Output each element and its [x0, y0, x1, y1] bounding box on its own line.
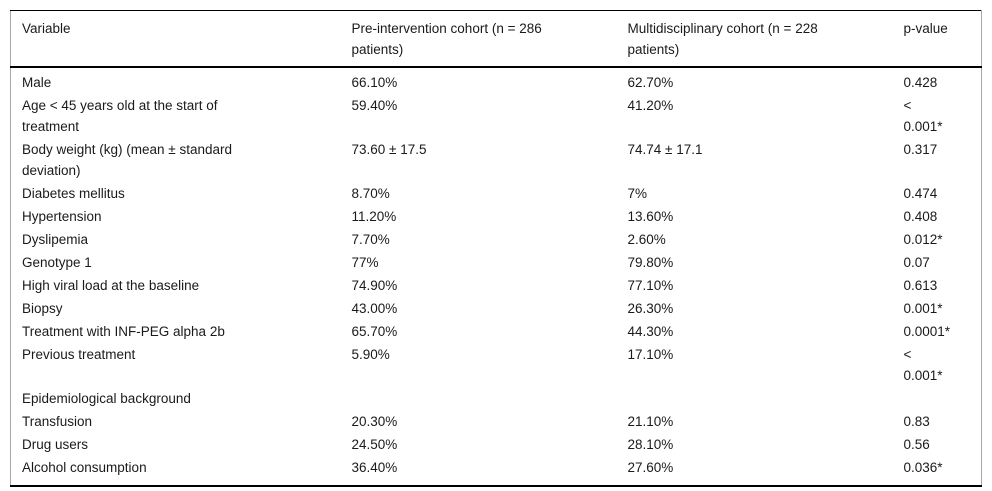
p-value-cell: 0.317 — [903, 142, 938, 157]
pre-cohort-cell: 77% — [351, 255, 379, 270]
variable-cell: Dyslipemia — [22, 232, 89, 247]
variable-cell: Diabetes mellitus — [22, 186, 125, 201]
p-value-cell: < 0.001* — [903, 98, 943, 134]
pre-cohort-cell: 5.90% — [351, 347, 390, 362]
pre-cohort-cell: 8.70% — [351, 186, 390, 201]
p-value-cell: 0.613 — [903, 278, 938, 293]
variable-cell: Age < 45 years old at the start of treat… — [22, 98, 218, 134]
multi-cohort-cell: 2.60% — [627, 232, 666, 247]
column-header-multidisciplinary-cohort: Multidisciplinary cohort (n = 228 patien… — [616, 10, 893, 68]
p-value-cell: 0.474 — [903, 186, 938, 201]
clinical-characteristics-table: Variable Pre-intervention cohort (n = 28… — [10, 10, 982, 487]
multi-cohort-cell: 26.30% — [627, 301, 674, 316]
multi-cohort-cell: 13.60% — [627, 209, 674, 224]
table-row-dyslipemia: Dyslipemia 7.70% 2.60% 0.012* — [11, 228, 982, 251]
cohort-comparison-table: Variable Pre-intervention cohort (n = 28… — [10, 10, 982, 487]
p-value-cell: 0.83 — [903, 414, 930, 429]
multi-cohort-cell: 62.70% — [627, 75, 674, 90]
header-row: Variable Pre-intervention cohort (n = 28… — [10, 10, 982, 68]
variable-cell: Body weight (kg) (mean ± standard deviat… — [22, 142, 233, 178]
table-row-male: Male 66.10% 62.70% 0.428 — [11, 67, 982, 94]
variable-cell: Genotype 1 — [22, 255, 92, 270]
p-value-cell: 0.036* — [903, 460, 943, 475]
table-row-diabetes: Diabetes mellitus 8.70% 7% 0.474 — [11, 182, 982, 205]
variable-cell: Treatment with INF-PEG alpha 2b — [22, 324, 225, 339]
variable-cell: Hypertension — [22, 209, 102, 224]
pre-cohort-cell: 11.20% — [351, 209, 397, 224]
section-label: Epidemiological background — [22, 391, 191, 406]
multi-cohort-cell: 7% — [627, 186, 648, 201]
p-value-cell: 0.012* — [903, 232, 943, 247]
pre-cohort-cell: 7.70% — [351, 232, 390, 247]
pre-cohort-cell: 66.10% — [351, 75, 398, 90]
pre-cohort-cell: 20.30% — [351, 414, 398, 429]
pre-cohort-cell: 74.90% — [351, 278, 398, 293]
column-header-variable: Variable — [10, 10, 341, 68]
multi-cohort-cell: 27.60% — [627, 460, 674, 475]
multi-cohort-cell: 74.74 ± 17.1 — [627, 142, 703, 157]
pre-cohort-cell: 65.70% — [351, 324, 398, 339]
table-row-body-weight: Body weight (kg) (mean ± standard deviat… — [11, 138, 982, 182]
table-body: Male 66.10% 62.70% 0.428 Age < 45 years … — [11, 67, 982, 486]
p-value-cell: 0.0001* — [903, 324, 951, 339]
table-row-biopsy: Biopsy 43.00% 26.30% 0.001* — [11, 297, 982, 320]
table-row-hypertension: Hypertension 11.20% 13.60% 0.408 — [11, 205, 982, 228]
pre-cohort-cell: 24.50% — [351, 437, 398, 452]
multi-cohort-cell: 77.10% — [627, 278, 674, 293]
table-row-previous-treatment: Previous treatment 5.90% 17.10% < 0.001* — [11, 343, 982, 387]
p-value-cell: 0.56 — [903, 437, 930, 452]
variable-cell: Alcohol consumption — [22, 460, 147, 475]
variable-cell: Transfusion — [22, 414, 93, 429]
p-value-cell: < 0.001* — [903, 347, 943, 383]
variable-cell: Previous treatment — [22, 347, 136, 362]
pre-cohort-cell: 73.60 ± 17.5 — [351, 142, 427, 157]
table-row-genotype: Genotype 1 77% 79.80% 0.07 — [11, 251, 982, 274]
multi-cohort-cell: 21.10% — [627, 414, 674, 429]
table-row-inf-peg: Treatment with INF-PEG alpha 2b 65.70% 4… — [11, 320, 982, 343]
column-header-p-value: p-value — [892, 10, 982, 68]
multi-cohort-cell: 41.20% — [627, 98, 674, 113]
pre-cohort-cell: 43.00% — [351, 301, 398, 316]
p-value-cell: 0.428 — [903, 75, 938, 90]
table-row-transfusion: Transfusion 20.30% 21.10% 0.83 — [11, 410, 982, 433]
variable-cell: Biopsy — [22, 301, 63, 316]
variable-cell: Drug users — [22, 437, 89, 452]
pre-cohort-cell — [341, 387, 617, 410]
multi-cohort-cell — [617, 387, 893, 410]
pre-cohort-cell: 36.40% — [351, 460, 398, 475]
section-row-epidemiological-background: Epidemiological background — [11, 387, 982, 410]
variable-cell: Male — [22, 75, 52, 90]
table-row-drug-users: Drug users 24.50% 28.10% 0.56 — [11, 433, 982, 456]
multi-cohort-cell: 79.80% — [627, 255, 674, 270]
p-value-cell — [893, 387, 982, 410]
column-header-pre-intervention-cohort: Pre-intervention cohort (n = 286 patient… — [340, 10, 617, 68]
table-row-viral-load: High viral load at the baseline 74.90% 7… — [11, 274, 982, 297]
variable-cell: High viral load at the baseline — [22, 278, 200, 293]
table-row-alcohol: Alcohol consumption 36.40% 27.60% 0.036* — [11, 456, 982, 486]
pre-cohort-cell: 59.40% — [351, 98, 398, 113]
table-row-age: Age < 45 years old at the start of treat… — [11, 94, 982, 138]
p-value-cell: 0.001* — [903, 301, 943, 316]
multi-cohort-cell: 44.30% — [627, 324, 674, 339]
multi-cohort-cell: 28.10% — [627, 437, 674, 452]
table-header: Variable Pre-intervention cohort (n = 28… — [10, 10, 982, 68]
multi-cohort-cell: 17.10% — [627, 347, 674, 362]
p-value-cell: 0.07 — [903, 255, 930, 270]
p-value-cell: 0.408 — [903, 209, 938, 224]
